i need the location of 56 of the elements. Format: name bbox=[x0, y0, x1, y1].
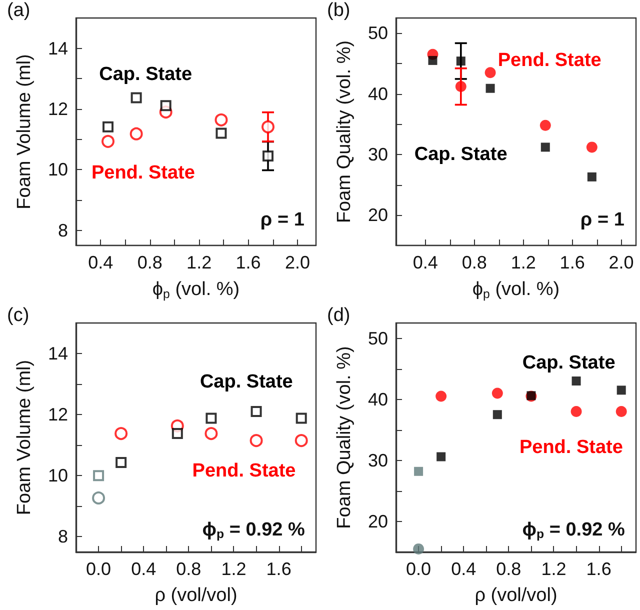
y-tick-label: 8 bbox=[58, 220, 68, 240]
y-tick-label: 30 bbox=[368, 144, 388, 164]
x-tick-label: 1.2 bbox=[186, 252, 212, 272]
annotation: ρ = 1 bbox=[260, 210, 305, 231]
series-label: Pend. State bbox=[91, 162, 195, 184]
y-tick-label: 40 bbox=[368, 84, 388, 104]
y-tick-label: 14 bbox=[48, 38, 68, 58]
x-tick-label: 1.2 bbox=[510, 252, 536, 272]
y-tick-label: 20 bbox=[368, 205, 388, 226]
y-tick-label: 8 bbox=[58, 526, 68, 547]
y-tick-label: 30 bbox=[368, 450, 388, 470]
y-tick-label: 10 bbox=[48, 466, 68, 486]
x-tick-label: 0.8 bbox=[496, 559, 522, 579]
x-tick-label: 1.6 bbox=[236, 252, 261, 272]
series-label: Pend. State bbox=[498, 50, 602, 71]
y-axis-title: Foam Volume (ml) bbox=[14, 54, 35, 210]
x-tick-label: 1.6 bbox=[560, 252, 585, 272]
x-tick-label: 0.8 bbox=[137, 252, 162, 272]
x-tick-label: 0.4 bbox=[412, 252, 438, 272]
x-tick-label: 1.2 bbox=[221, 559, 246, 579]
y-tick-label: 10 bbox=[48, 160, 68, 180]
x-axis-title: ρ (vol/vol) bbox=[474, 585, 558, 606]
x-tick-label: 2.0 bbox=[285, 252, 310, 272]
y-tick-label: 20 bbox=[368, 511, 388, 532]
series-label: Pend. State bbox=[519, 437, 623, 458]
x-tick-label: 0.0 bbox=[86, 559, 112, 579]
y-axis-title: Foam Volume (ml) bbox=[14, 360, 35, 516]
chart-title: (b) bbox=[327, 0, 350, 21]
chart-title: (a) bbox=[7, 0, 30, 21]
series-label: Pend. State bbox=[192, 460, 296, 482]
y-tick-label: 14 bbox=[48, 344, 68, 364]
chart-title: (d) bbox=[327, 305, 350, 326]
x-tick-label: 0.8 bbox=[176, 559, 202, 579]
x-tick-label: 2.0 bbox=[608, 252, 634, 272]
y-axis-title: Foam Quality (vol. %) bbox=[334, 346, 355, 529]
chart-title: (c) bbox=[7, 305, 30, 326]
series-label: Cap. State bbox=[414, 144, 508, 165]
x-tick-label: 0.4 bbox=[451, 559, 476, 579]
y-tick-label: 12 bbox=[48, 404, 68, 425]
series-label: Cap. State bbox=[522, 352, 616, 374]
x-tick-label: 0.4 bbox=[88, 252, 114, 272]
y-tick-label: 40 bbox=[368, 389, 388, 410]
annotation: ρ = 1 bbox=[580, 210, 625, 231]
y-axis-title: Foam Quality (vol. %) bbox=[334, 40, 355, 224]
y-tick-label: 50 bbox=[368, 23, 388, 44]
y-tick-label: 50 bbox=[368, 328, 388, 348]
x-tick-label: 0.0 bbox=[406, 559, 432, 579]
x-tick-label: 0.4 bbox=[131, 559, 156, 579]
x-tick-label: 0.8 bbox=[462, 252, 487, 272]
x-tick-label: 1.6 bbox=[266, 559, 292, 579]
x-axis-title: ρ (vol/vol) bbox=[154, 585, 238, 606]
y-tick-label: 12 bbox=[48, 98, 68, 119]
series-label: Cap. State bbox=[99, 64, 192, 85]
series-label: Cap. State bbox=[200, 371, 293, 392]
x-tick-label: 1.6 bbox=[586, 559, 612, 579]
x-tick-label: 1.2 bbox=[541, 559, 566, 579]
